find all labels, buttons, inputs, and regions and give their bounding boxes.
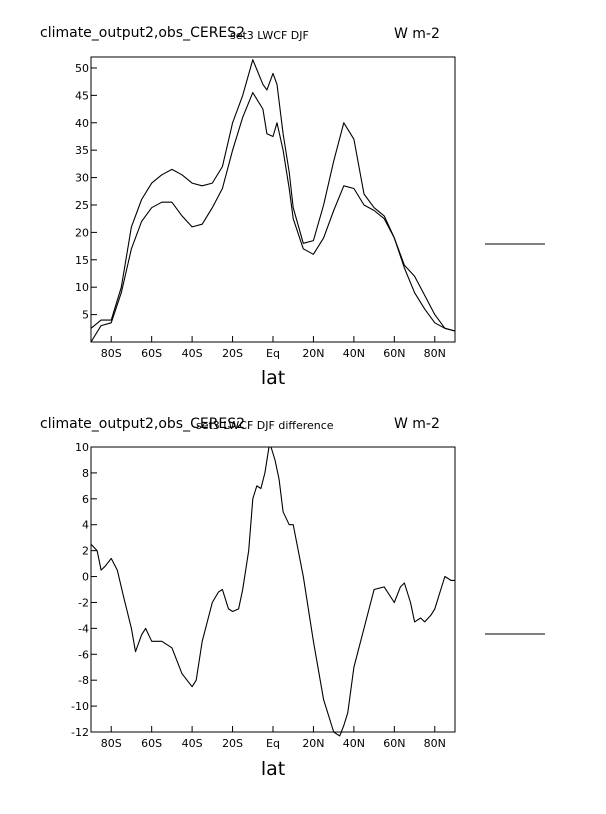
panel-2-xtick-label: 20S [222,737,243,750]
panel-2-xtick-label: 80N [424,737,446,750]
panel-2-y-axis: -12 -10 -8 -6 -4 -2 0 2 4 6 8 10 [71,441,97,739]
panel-2-ytick-label: -10 [71,700,89,713]
panel-1-series-line-2 [90,92,456,343]
panel-1-y-axis: 5 10 15 20 25 30 35 40 45 50 [75,62,97,322]
panel-1-ytick-label: 20 [75,226,89,239]
panel-1-ytick-label: 40 [75,117,89,130]
panel-1-ytick-label: 10 [75,281,89,294]
panel-2-xtick-label: 40S [182,737,203,750]
panel-1-xtick-label: 20S [222,347,243,360]
panel-1-series-line-1 [90,59,456,332]
panel-1-ytick-label: 5 [82,309,89,322]
panel-2-ytick-label: 6 [82,493,89,506]
panel-1-series [90,59,456,343]
panel-2-xtick-label: 60S [141,737,162,750]
panel-1-xtick-label: 60S [141,347,162,360]
panel-2-subtitle: set3 LWCF DJF difference [196,419,334,432]
panel-1-ytick-label: 45 [75,89,89,102]
panel-2-ytick-label: 10 [75,441,89,454]
panel-1-xtick-label: 20N [302,347,324,360]
panel-2-ytick-label: -4 [78,622,89,635]
panel-1-title: climate_output2,obs_CERES2 [40,25,245,41]
panel-2-ytick-label: 2 [82,545,89,558]
panel-2-xlabel: lat [261,758,285,780]
panel-2-ytick-label: -2 [78,596,89,609]
panel-1-xtick-label: 60N [383,347,405,360]
panel-2-xtick-label: 40N [343,737,365,750]
panel-2-x-axis: 80S 60S 40S 20S Eq 20N 40N 60N 80N [101,726,446,750]
panel-1-plot-frame [90,56,456,343]
panel-1-ytick-label: 35 [75,144,89,157]
panel-1-xtick-label: Eq [266,347,280,360]
panel-2-xtick-label: 80S [101,737,122,750]
panel-1: climate_output2,obs_CERES2 set3 LWCF DJF… [40,25,545,389]
panel-2-units: W m-2 [394,416,440,432]
panel-2-ytick-label: 4 [82,519,89,532]
panel-2-plot-frame [90,446,456,733]
panel-2-ytick-label: -12 [71,726,89,739]
panel-2: climate_output2,obs_CERES2 set3 LWCF DJF… [40,416,545,780]
panel-2-series [90,446,455,737]
panel-1-xtick-label: 80N [424,347,446,360]
panel-1-units: W m-2 [394,26,440,42]
panel-2-ytick-label: -8 [78,674,89,687]
panel-1-ytick-label: 25 [75,199,89,212]
panel-2-ytick-label: -6 [78,648,89,661]
panel-2-xtick-label: 60N [383,737,405,750]
panel-2-xtick-label: 20N [302,737,324,750]
panel-2-ytick-label: 8 [82,467,89,480]
panel-1-xlabel: lat [261,367,285,389]
panel-2-series-line-1 [90,446,455,737]
panel-2-title: climate_output2,obs_CERES2 [40,416,245,432]
panel-1-x-axis: 80S 60S 40S 20S Eq 20N 40N 60N 80N [101,336,446,360]
panel-1-ytick-label: 15 [75,254,89,267]
panel-1-subtitle: set3 LWCF DJF [230,29,309,42]
panel-1-xtick-label: 40N [343,347,365,360]
panel-1-xtick-label: 80S [101,347,122,360]
panel-1-ytick-label: 30 [75,172,89,185]
panel-1-xtick-label: 40S [182,347,203,360]
panel-1-ytick-label: 50 [75,62,89,75]
panel-2-ytick-label: 0 [82,571,89,584]
panel-2-xtick-label: Eq [266,737,280,750]
